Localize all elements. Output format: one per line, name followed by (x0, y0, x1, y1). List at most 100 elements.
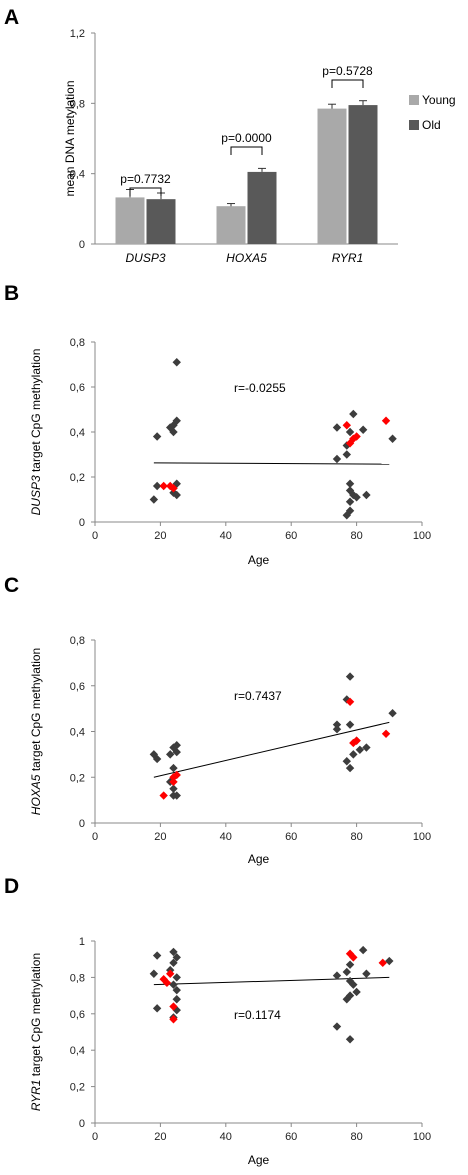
panel-c-scatter-hoxa5: C 0 0,2 0,4 0,6 0,8 0 20 40 60 80 100 Age HOXA5 targ… (4, 574, 431, 866)
panel-label-a: A (4, 6, 19, 29)
y-tick-label: 0,4 (70, 169, 85, 181)
x-tick-label: 0 (92, 1131, 98, 1143)
data-point-dark (349, 750, 358, 759)
y-tick-label: 0,4 (70, 1045, 85, 1057)
y-tick-label: 0,6 (70, 1009, 85, 1021)
data-point-dark (345, 763, 355, 773)
data-point-red (162, 978, 172, 988)
x-tick-label: 20 (154, 1131, 166, 1143)
data-point-dark (342, 450, 351, 459)
y-tick-label: 0,6 (70, 382, 85, 394)
correlation-annotation: r=0.7437 (234, 689, 282, 703)
bar-old-dusp3 (146, 199, 176, 244)
data-point-dark (362, 969, 371, 978)
data-point-red (172, 770, 181, 780)
data-point-dark (169, 791, 178, 800)
data-point-dark (345, 497, 355, 506)
y-tick-label: 0,6 (70, 681, 85, 693)
x-tick-label: 40 (220, 530, 232, 542)
data-point-dark (149, 495, 159, 504)
legend-swatch-old (409, 120, 419, 130)
y-tick-label: 0 (79, 818, 85, 830)
panel-label-b: B (4, 282, 19, 305)
y-tick-label: 0 (79, 517, 85, 529)
data-point-dark (332, 971, 342, 980)
y-tick-label: 0,2 (70, 1082, 85, 1094)
data-point-dark (355, 745, 365, 754)
x-axis-label: Age (248, 1153, 270, 1167)
y-tick-label: 0,8 (70, 972, 85, 984)
data-point-dark (172, 973, 181, 982)
data-point-dark (342, 511, 351, 520)
p-value-annotation: p=0.5728 (322, 64, 373, 78)
data-point-dark (385, 956, 394, 966)
x-tick-label: 80 (350, 530, 362, 542)
y-tick-label: 1,2 (70, 28, 85, 40)
y-tick-label: 0,2 (70, 472, 85, 484)
data-point-red (352, 736, 361, 745)
data-point-dark (332, 423, 342, 432)
x-tick-label: 60 (285, 831, 297, 843)
x-category-label: RYR1 (332, 251, 364, 265)
x-tick-label: 0 (92, 831, 98, 843)
x-tick-label: 100 (413, 1131, 431, 1143)
panel-label-d: D (4, 875, 19, 898)
data-point-dark (345, 976, 355, 986)
legend-swatch-young (409, 95, 419, 105)
data-point-red (169, 1002, 178, 1011)
data-point-red (345, 697, 355, 706)
data-point-dark (349, 980, 358, 989)
y-tick-label: 0 (79, 1118, 85, 1130)
data-point-dark (169, 784, 178, 793)
data-point-dark (362, 743, 371, 752)
data-point-dark (332, 725, 342, 734)
y-axis-label: RYR1 target CpG methylation (29, 953, 43, 1111)
data-point-dark (342, 695, 351, 704)
data-point-red (349, 953, 358, 962)
data-point-red (169, 777, 178, 787)
data-point-red (342, 421, 351, 430)
data-point-red (169, 484, 178, 493)
data-point-dark (345, 672, 355, 681)
y-axis-label: HOXA5 target CpG methylation (29, 648, 43, 815)
data-point-dark (166, 750, 175, 759)
data-point-dark (345, 427, 355, 437)
data-point-dark (349, 409, 358, 419)
data-point-red (169, 1015, 178, 1024)
data-point-dark (152, 754, 162, 764)
data-point-dark (169, 980, 178, 989)
legend-label-young: Young (422, 93, 456, 107)
significance-bracket (230, 146, 263, 155)
data-point-dark (362, 490, 371, 500)
data-point-red (159, 975, 168, 984)
data-point-dark (152, 1004, 162, 1013)
correlation-annotation: r=0.1174 (234, 1008, 281, 1022)
x-tick-label: 100 (413, 831, 431, 843)
y-tick-label: 1 (79, 936, 85, 948)
data-point-dark (152, 951, 162, 960)
x-tick-label: 20 (154, 530, 166, 542)
x-category-label: HOXA5 (226, 251, 267, 265)
significance-bracket (129, 187, 162, 196)
x-tick-label: 20 (154, 831, 166, 843)
data-point-dark (342, 967, 351, 977)
data-point-dark (169, 743, 178, 752)
p-value-annotation: p=0.7732 (120, 172, 171, 186)
panel-d-scatter-ryr1: D 0 0,2 0,4 0,6 0,8 1 0 20 40 60 80 100 Age RYR1 targ… (4, 875, 431, 1167)
x-axis-label: Age (248, 553, 270, 567)
x-category-label: DUSP3 (125, 251, 165, 265)
bar-old-ryr1 (348, 105, 378, 244)
y-tick-label: 0,2 (70, 772, 85, 784)
x-tick-label: 80 (350, 1131, 362, 1143)
data-point-red (159, 791, 168, 800)
data-point-red (166, 969, 175, 978)
y-axis-label-gene: RYR1 (29, 1080, 43, 1112)
x-tick-label: 40 (220, 831, 232, 843)
data-point-dark (332, 454, 342, 464)
data-point-dark (388, 709, 397, 718)
panel-label-c: C (4, 574, 19, 597)
x-tick-label: 60 (285, 530, 297, 542)
data-point-dark (332, 720, 342, 729)
data-point-dark (172, 1005, 181, 1015)
y-tick-label: 0,4 (70, 727, 85, 739)
